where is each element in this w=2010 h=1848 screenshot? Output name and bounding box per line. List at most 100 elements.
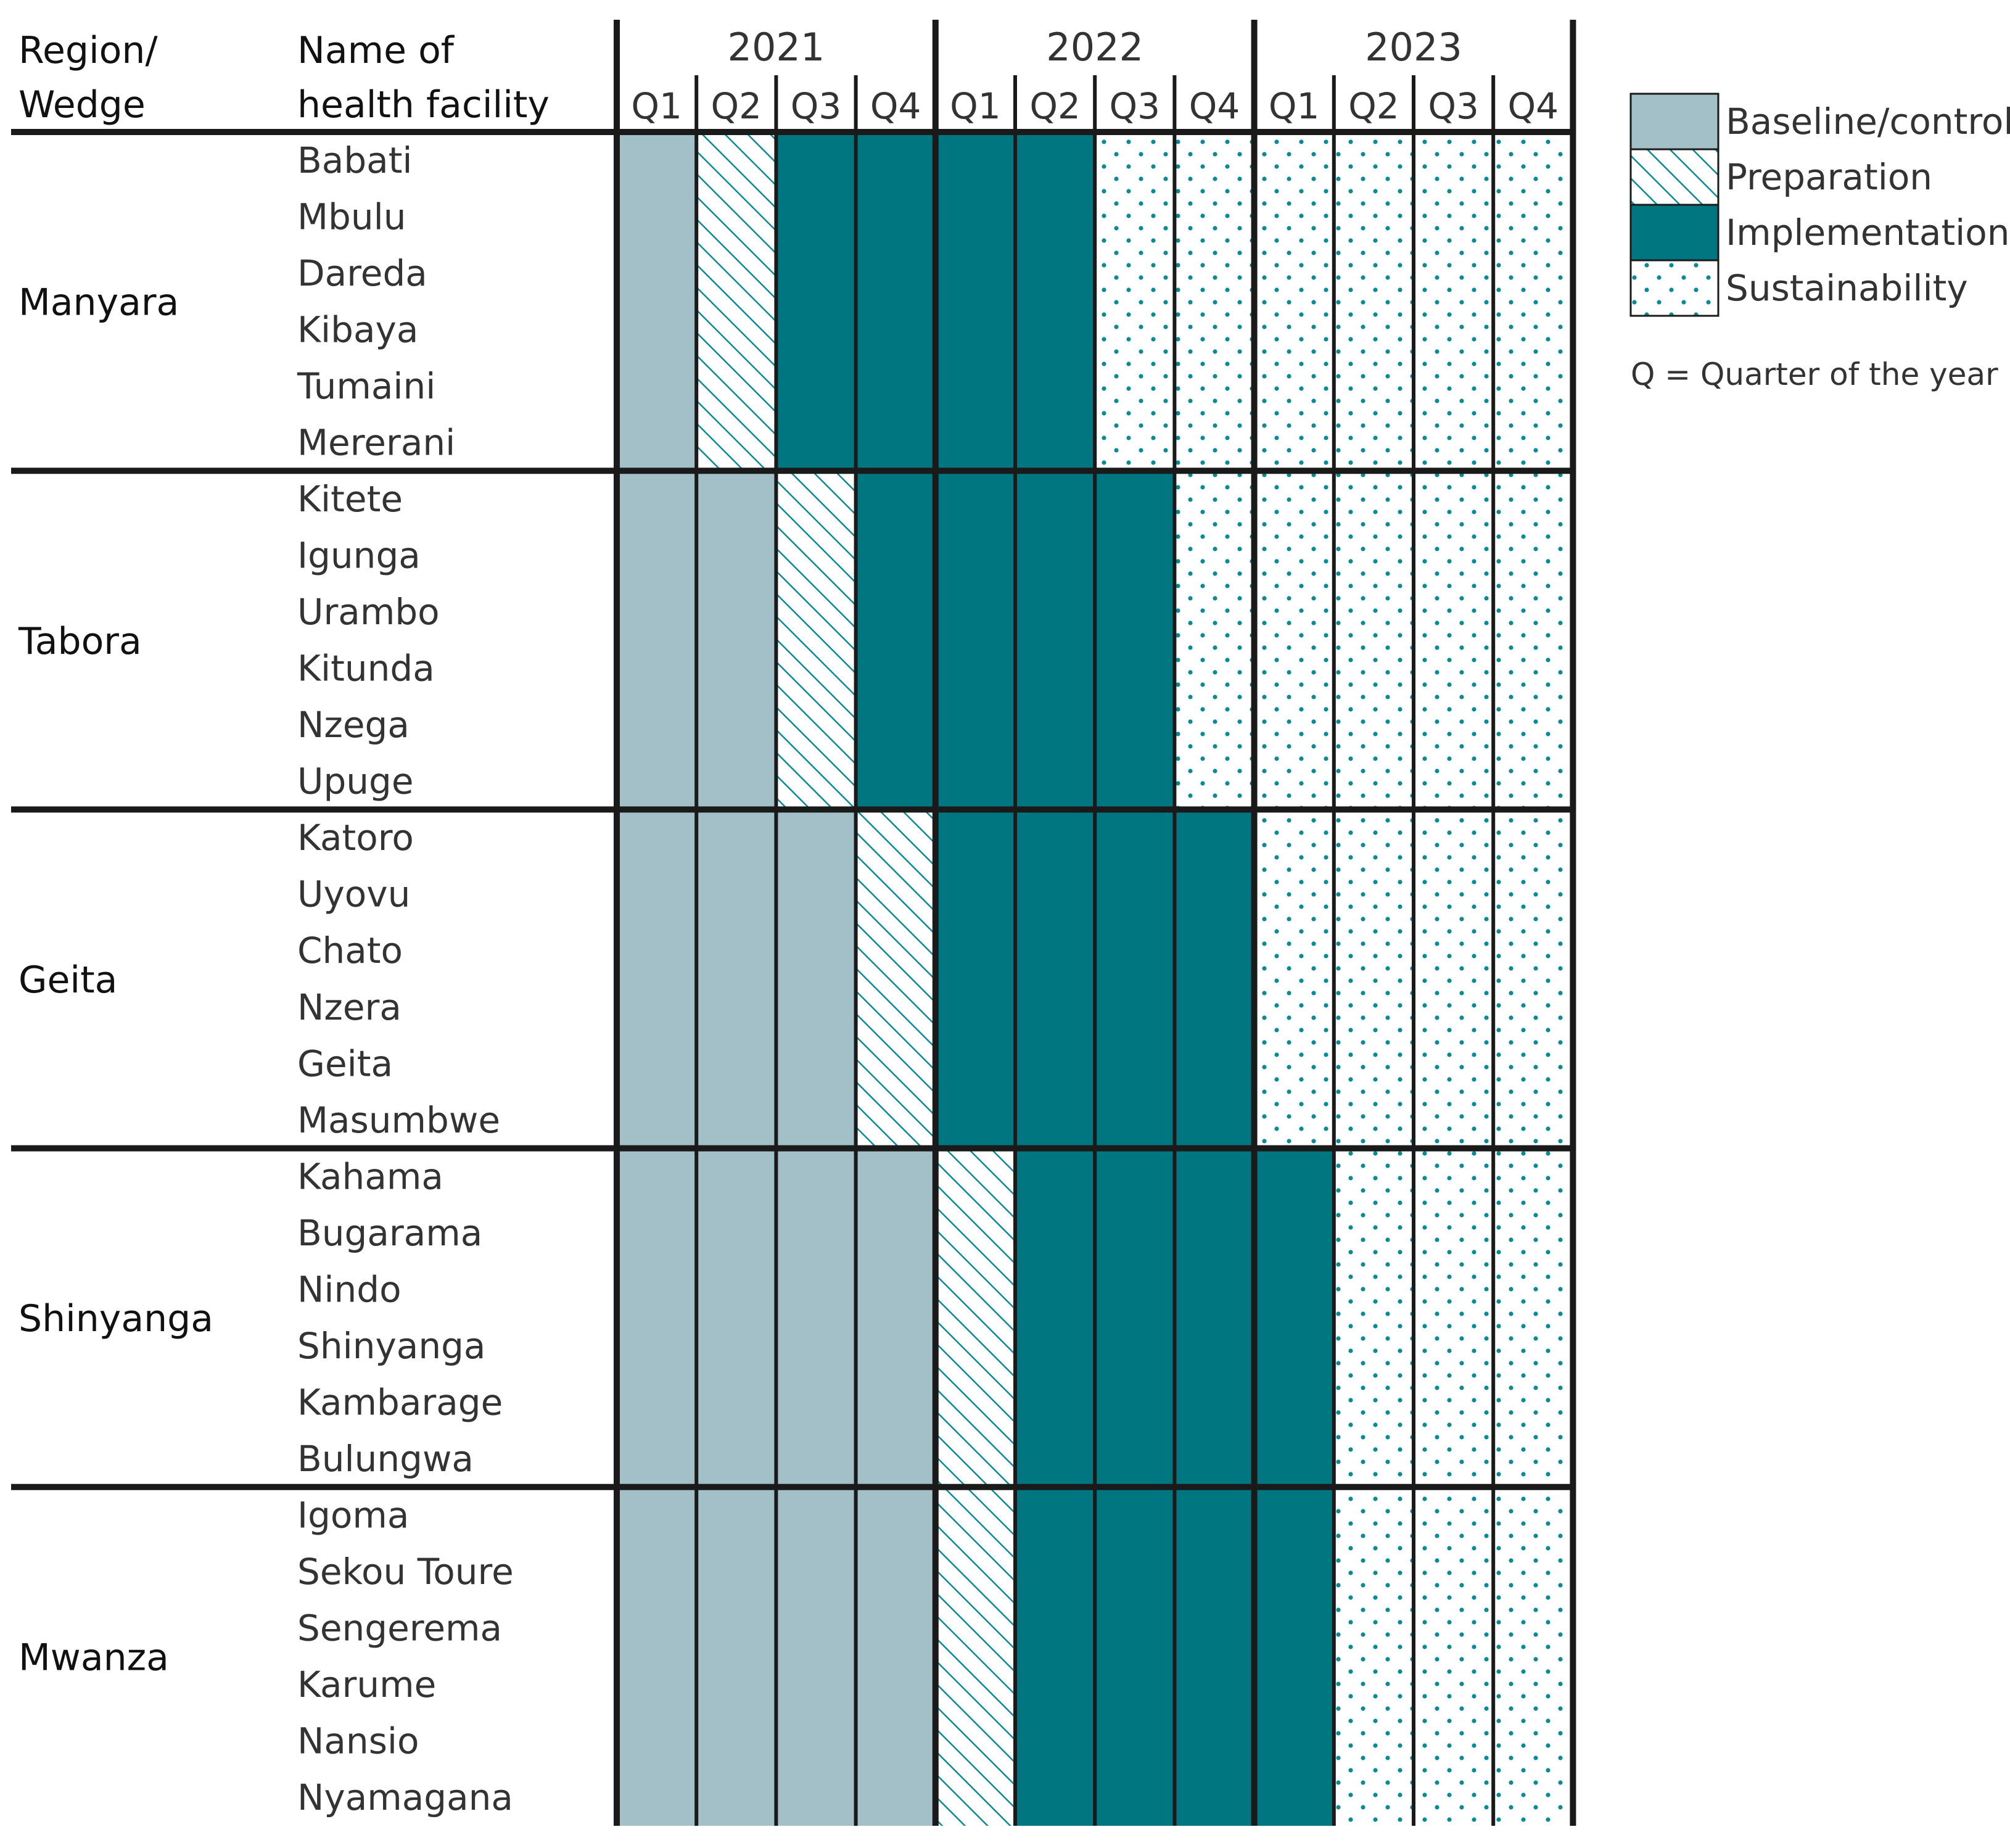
cell-mwanza-7-implementation — [1095, 1487, 1175, 1826]
cell-manyara-4-implementation — [855, 132, 936, 471]
cell-geita-7-implementation — [1095, 809, 1175, 1149]
facility-label: Mererani — [297, 421, 455, 463]
legend-note: Q = Quarter of the year — [1631, 357, 1998, 392]
year-label-2022: 2022 — [1046, 25, 1143, 70]
cell-shinyanga-5-preparation — [935, 1148, 1015, 1487]
facility-label: Geita — [297, 1042, 393, 1084]
cell-tabora-7-implementation — [1095, 471, 1175, 810]
quarter-label: Q3 — [1428, 85, 1479, 127]
region-label-shinyanga: Shinyanga — [19, 1297, 213, 1340]
cell-manyara-8-sustainability — [1174, 132, 1254, 471]
facility-label: Babati — [297, 139, 413, 181]
facility-label: Upuge — [297, 761, 414, 802]
facility-label: Igunga — [297, 535, 421, 577]
quarter-label: Q2 — [711, 85, 762, 127]
facility-label: Urambo — [297, 591, 440, 633]
cell-mwanza-11-sustainability — [1414, 1487, 1494, 1826]
cell-manyara-6-implementation — [1015, 132, 1095, 471]
cell-geita-10-sustainability — [1333, 809, 1414, 1149]
facility-label: Kitunda — [297, 648, 435, 690]
cell-shinyanga-12-sustainability — [1493, 1148, 1573, 1487]
facility-label: Dareda — [297, 252, 427, 294]
facility-label: Chato — [297, 930, 403, 971]
quarter-label: Q2 — [1348, 85, 1399, 127]
quarter-label: Q1 — [1269, 85, 1320, 127]
cell-tabora-3-preparation — [776, 471, 856, 810]
header-region-label: Region/ — [19, 29, 158, 72]
cell-mwanza-1-baseline — [617, 1487, 697, 1826]
cell-geita-11-sustainability — [1414, 809, 1494, 1149]
facility-label: Mbulu — [297, 196, 406, 237]
region-label-mwanza: Mwanza — [19, 1636, 169, 1679]
cell-tabora-1-baseline — [617, 471, 697, 810]
facility-label: Katoro — [297, 817, 414, 859]
cell-tabora-10-sustainability — [1333, 471, 1414, 810]
cell-mwanza-4-baseline — [855, 1487, 936, 1826]
legend-swatch-baseline — [1629, 93, 1720, 151]
facility-label: Kitete — [297, 478, 403, 520]
facility-label: Nindo — [297, 1268, 402, 1310]
cell-shinyanga-3-baseline — [776, 1148, 856, 1487]
cell-mwanza-10-sustainability — [1333, 1487, 1414, 1826]
region-label-geita: Geita — [19, 959, 117, 1002]
facility-label: Kibaya — [297, 308, 418, 350]
facility-label: Shinyanga — [297, 1325, 485, 1367]
labels: Region/Wedge Name of health facility 2021 20… — [18, 25, 1559, 1818]
cell-geita-9-sustainability — [1254, 809, 1334, 1149]
cell-shinyanga-11-sustainability — [1414, 1148, 1494, 1487]
facility-label: Kahama — [297, 1155, 443, 1197]
facility-label: Nyamagana — [297, 1776, 513, 1818]
cell-mwanza-2-baseline — [696, 1487, 776, 1826]
year-label-2021: 2021 — [728, 25, 825, 70]
facility-label: Tumaini — [297, 365, 435, 407]
header-wedge-label: Wedge — [19, 83, 146, 126]
cell-tabora-11-sustainability — [1414, 471, 1494, 810]
cell-shinyanga-1-baseline — [617, 1148, 697, 1487]
legend-swatch-sustainability — [1629, 259, 1720, 317]
cell-tabora-6-implementation — [1015, 471, 1095, 810]
cell-geita-8-implementation — [1174, 809, 1254, 1149]
facility-label: Bugarama — [297, 1212, 482, 1254]
legend-label-sustainability: Sustainability — [1726, 267, 1968, 309]
phase-cells — [617, 132, 1573, 1826]
cell-shinyanga-4-baseline — [855, 1148, 936, 1487]
header-facility-label-line2: health facility — [297, 83, 550, 126]
legend-label-preparation: Preparation — [1726, 156, 1932, 198]
quarter-label: Q3 — [791, 85, 842, 127]
quarter-label: Q3 — [1110, 85, 1161, 127]
grid-lines — [11, 20, 1576, 1826]
quarter-label: Q1 — [631, 85, 682, 127]
cell-tabora-4-implementation — [855, 471, 936, 810]
cell-manyara-1-baseline — [617, 132, 697, 471]
cell-geita-1-baseline — [617, 809, 697, 1149]
facility-label: Sengerema — [297, 1607, 502, 1649]
cell-geita-3-baseline — [776, 809, 856, 1149]
cell-manyara-9-sustainability — [1254, 132, 1334, 471]
facility-label: Karume — [297, 1664, 436, 1706]
cell-manyara-11-sustainability — [1414, 132, 1494, 471]
cell-shinyanga-7-implementation — [1095, 1148, 1175, 1487]
legend-label-baseline: Baseline/control — [1726, 101, 2010, 142]
legend: Baseline/control Preparation Implementatio… — [1629, 93, 2010, 392]
region-label-tabora: Tabora — [18, 620, 142, 663]
header-facility-label: Name of — [297, 29, 455, 72]
facility-label: Sekou Toure — [297, 1551, 514, 1593]
cell-shinyanga-6-implementation — [1015, 1148, 1095, 1487]
cell-manyara-5-implementation — [935, 132, 1015, 471]
cell-mwanza-12-sustainability — [1493, 1487, 1573, 1826]
cell-geita-12-sustainability — [1493, 809, 1573, 1149]
quarter-label: Q4 — [1508, 85, 1559, 127]
year-label-2023: 2023 — [1365, 25, 1462, 70]
cell-mwanza-9-implementation — [1254, 1487, 1334, 1826]
cell-geita-6-implementation — [1015, 809, 1095, 1149]
quarter-label: Q4 — [870, 85, 921, 127]
cell-manyara-12-sustainability — [1493, 132, 1573, 471]
cell-mwanza-3-baseline — [776, 1487, 856, 1826]
facility-label: Nzera — [297, 986, 402, 1028]
region-label-manyara: Manyara — [19, 281, 179, 324]
cell-manyara-7-sustainability — [1095, 132, 1175, 471]
facility-label: Igoma — [297, 1495, 409, 1537]
cell-mwanza-8-implementation — [1174, 1487, 1254, 1826]
legend-swatch-preparation — [1629, 148, 1720, 206]
